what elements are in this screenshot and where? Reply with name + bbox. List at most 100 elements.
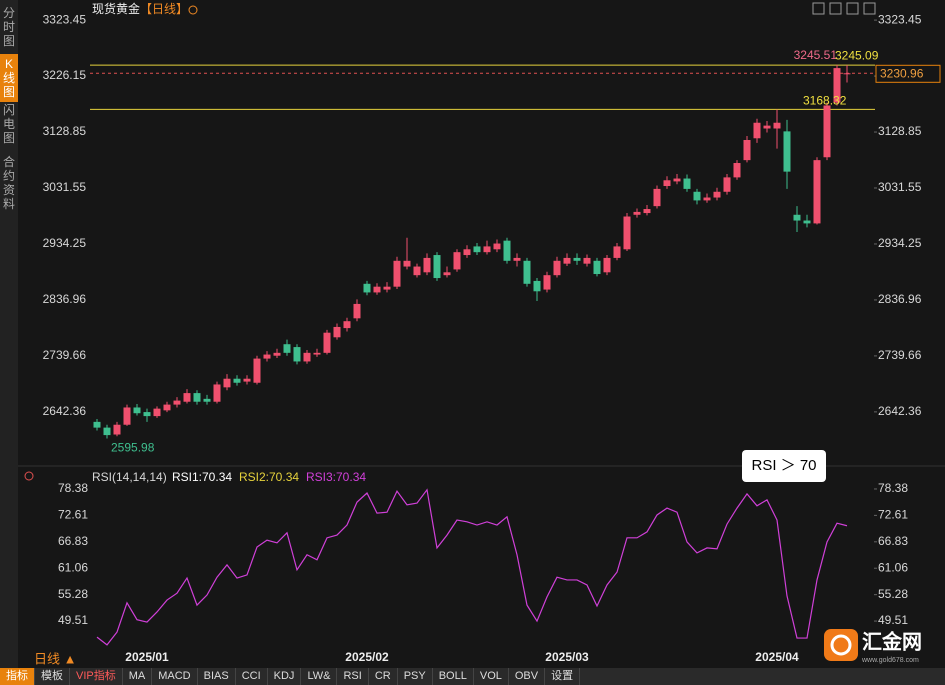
- y-tick-label: 2739.66: [43, 348, 87, 362]
- y-tick-label: 61.06: [58, 560, 88, 574]
- add-icon[interactable]: [188, 5, 198, 15]
- background: [18, 0, 945, 668]
- candle-body: [363, 283, 371, 293]
- toolbar-item[interactable]: PSY: [398, 668, 433, 685]
- toolbar: 指标 模板 VIP指标 MA MACD BIAS CCI KDJ LW& RSI CR PSY BOLL…: [0, 668, 945, 685]
- candle-body: [343, 321, 351, 329]
- candle-body: [123, 407, 131, 425]
- candle-body: [233, 378, 241, 383]
- sidebar-tab[interactable]: 合约资料: [2, 155, 15, 211]
- y-tick-label: 72.61: [58, 508, 88, 522]
- candle-body: [383, 286, 391, 290]
- candle-body: [443, 272, 451, 276]
- candle-body: [723, 177, 731, 192]
- y-tick-label: 55.28: [58, 587, 88, 601]
- sidebar-tab[interactable]: 分时图: [2, 6, 15, 48]
- y-tick-label: 3323.45: [878, 12, 922, 26]
- toolbar-item[interactable]: VIP指标: [70, 668, 123, 685]
- candle-body: [93, 421, 101, 428]
- toolbar-item[interactable]: 设置: [545, 668, 581, 685]
- candle-body: [833, 68, 841, 103]
- candle-body: [683, 178, 691, 189]
- candle-body: [473, 246, 481, 253]
- candle-body: [493, 243, 501, 250]
- rsi-line: [96, 488, 848, 646]
- candle-body: [573, 257, 581, 261]
- toolbar-item[interactable]: CCI: [236, 668, 268, 685]
- candle-body: [633, 211, 641, 215]
- y-tick-label: 78.38: [58, 481, 88, 495]
- toolbar-item[interactable]: BOLL: [433, 668, 474, 685]
- candle-body: [803, 220, 811, 224]
- sidebar-tab[interactable]: K线图: [0, 54, 18, 102]
- candle-body: [173, 400, 181, 405]
- toolbar-item[interactable]: 模板: [35, 668, 70, 685]
- candle-body: [623, 216, 631, 250]
- toolbar-item[interactable]: MACD: [152, 668, 198, 685]
- toolbar-item[interactable]: VOL: [474, 668, 509, 685]
- high-label: 3168.32: [803, 94, 847, 108]
- candle-body: [483, 246, 491, 253]
- candle-body: [433, 255, 441, 279]
- logo-url: www.gold678.com: [861, 657, 919, 664]
- toolbar-item[interactable]: LW&: [301, 668, 338, 685]
- y-tick-label: 66.83: [58, 534, 88, 548]
- candle-body: [213, 384, 221, 402]
- candle-body: [293, 347, 301, 362]
- candle-body: [283, 344, 291, 353]
- last-price-label: 3230.96: [880, 66, 924, 80]
- candle-body: [253, 358, 261, 383]
- logo: 汇金网 www.gold678.com: [824, 629, 922, 664]
- indicator-icon[interactable]: [24, 471, 34, 481]
- toolbar-item[interactable]: 指标: [0, 668, 35, 685]
- toolbar-item[interactable]: OBV: [509, 668, 546, 685]
- sidebar: 分时图 K线图 闪电图合约资料: [0, 0, 18, 668]
- y-tick-label: 3031.55: [878, 180, 922, 194]
- legend-entry: RSI3:70.34: [306, 470, 366, 484]
- candle-body: [303, 352, 311, 362]
- candle-body: [203, 398, 211, 402]
- toolbar-item[interactable]: MA: [123, 668, 153, 685]
- candle-body: [523, 260, 531, 284]
- y-tick-label: 3128.85: [878, 124, 922, 138]
- candle-body: [753, 122, 761, 139]
- legend-entry: RSI1:70.34: [172, 470, 232, 484]
- x-tick-label: 2025/02: [345, 650, 389, 664]
- toolbar-item[interactable]: KDJ: [268, 668, 302, 685]
- candle-body: [183, 393, 191, 402]
- period-button[interactable]: 日线 ▲: [34, 651, 76, 666]
- sidebar-tab[interactable]: 闪电图: [2, 103, 15, 145]
- candle-body: [733, 163, 741, 178]
- window-icons[interactable]: [812, 2, 876, 15]
- candle-body: [153, 408, 161, 417]
- x-tick-label: 2025/04: [755, 650, 799, 664]
- toolbar-item[interactable]: CR: [369, 668, 398, 685]
- y-tick-label: 2642.36: [878, 404, 922, 418]
- rsi-title: RSI(14,14,14): [92, 470, 167, 484]
- high-label: 3245.09: [835, 48, 879, 62]
- y-tick-label: 2642.36: [43, 404, 87, 418]
- candle-body: [163, 404, 171, 411]
- y-tick-label: 3323.45: [43, 12, 87, 26]
- candle-body: [763, 125, 771, 129]
- candle-body: [703, 197, 711, 201]
- y-tick-label: 72.61: [878, 508, 908, 522]
- candle-body: [103, 427, 111, 436]
- candle-body: [413, 266, 421, 276]
- candle-body: [613, 246, 621, 258]
- candle-body: [423, 257, 431, 273]
- candle-body: [783, 131, 791, 172]
- candle-body: [673, 178, 681, 182]
- candle-body: [273, 352, 281, 356]
- toolbar-item[interactable]: BIAS: [198, 668, 236, 685]
- high-label: 3245.51: [794, 48, 838, 62]
- toolbar-item[interactable]: RSI: [337, 668, 369, 685]
- candle-body: [453, 252, 461, 270]
- last-price-box: [875, 64, 941, 83]
- candle-body: [113, 424, 121, 435]
- candle-body: [313, 352, 321, 355]
- y-tick-label: 3031.55: [43, 180, 87, 194]
- candle-body: [813, 160, 821, 224]
- candle-body: [503, 240, 511, 261]
- candle-body: [133, 407, 141, 414]
